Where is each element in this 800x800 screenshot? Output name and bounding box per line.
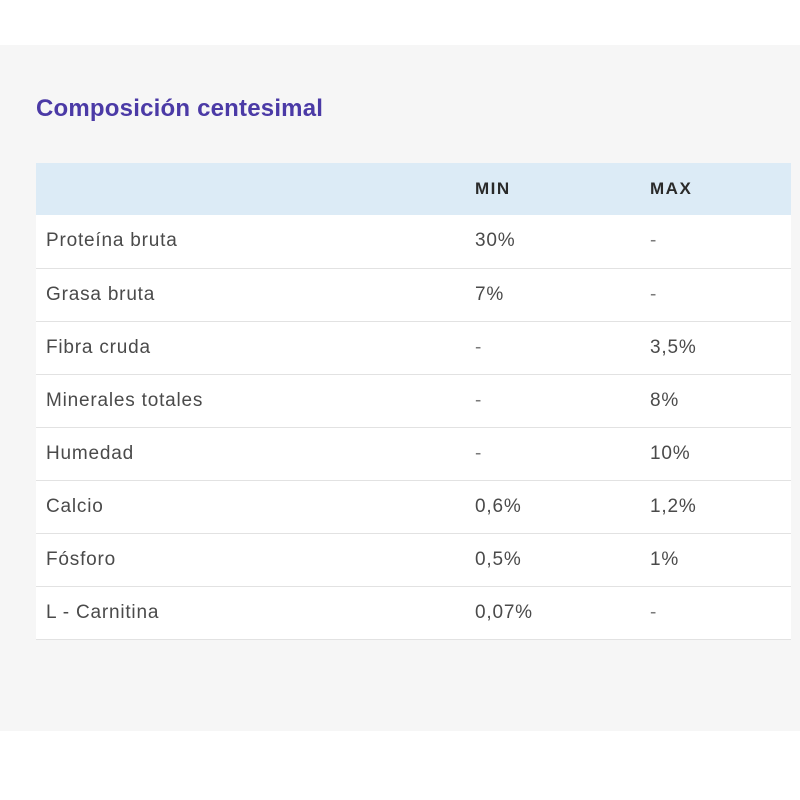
header-min: MIN (475, 179, 511, 198)
composition-panel: Composición centesimal MIN MAX Proteína … (0, 45, 800, 731)
nutrient-name: Calcio (46, 495, 104, 517)
section-title: Composición centesimal (36, 95, 324, 122)
min-value: - (475, 336, 483, 358)
table-row: Proteína bruta 30% - (36, 215, 791, 268)
min-value: 7% (475, 283, 505, 305)
table-row: L - Carnitina 0,07% - (36, 586, 791, 639)
table-row: Grasa bruta 7% - (36, 268, 791, 321)
header-max: MAX (650, 179, 693, 198)
max-value: - (650, 230, 658, 252)
max-value: 3,5% (650, 336, 697, 358)
nutrient-name: L - Carnitina (46, 601, 160, 623)
table-row: Calcio 0,6% 1,2% (36, 480, 791, 533)
min-value: - (475, 389, 483, 411)
nutrient-name: Fósforo (46, 548, 117, 570)
min-value: - (475, 442, 483, 464)
max-value: 8% (650, 389, 680, 411)
max-value: 10% (650, 442, 691, 464)
nutrient-name: Fibra cruda (46, 336, 151, 358)
max-value: 1% (650, 548, 680, 570)
table-row: Minerales totales - 8% (36, 374, 791, 427)
max-value: 1,2% (650, 495, 697, 517)
table-row: Fibra cruda - 3,5% (36, 321, 791, 374)
nutrient-name: Proteína bruta (46, 230, 178, 252)
min-value: 0,07% (475, 601, 533, 623)
table-row: Fósforo 0,5% 1% (36, 533, 791, 586)
nutrient-name: Humedad (46, 442, 134, 464)
composition-table: MIN MAX Proteína bruta 30% - Grasa bruta… (36, 163, 791, 640)
min-value: 0,6% (475, 495, 522, 517)
nutrient-name: Grasa bruta (46, 283, 156, 305)
max-value: - (650, 601, 658, 623)
header-nutrient (36, 163, 475, 215)
max-value: - (650, 283, 658, 305)
table-row: Humedad - 10% (36, 427, 791, 480)
table-header-row: MIN MAX (36, 163, 791, 215)
nutrient-name: Minerales totales (46, 389, 204, 411)
min-value: 30% (475, 230, 516, 252)
min-value: 0,5% (475, 548, 522, 570)
